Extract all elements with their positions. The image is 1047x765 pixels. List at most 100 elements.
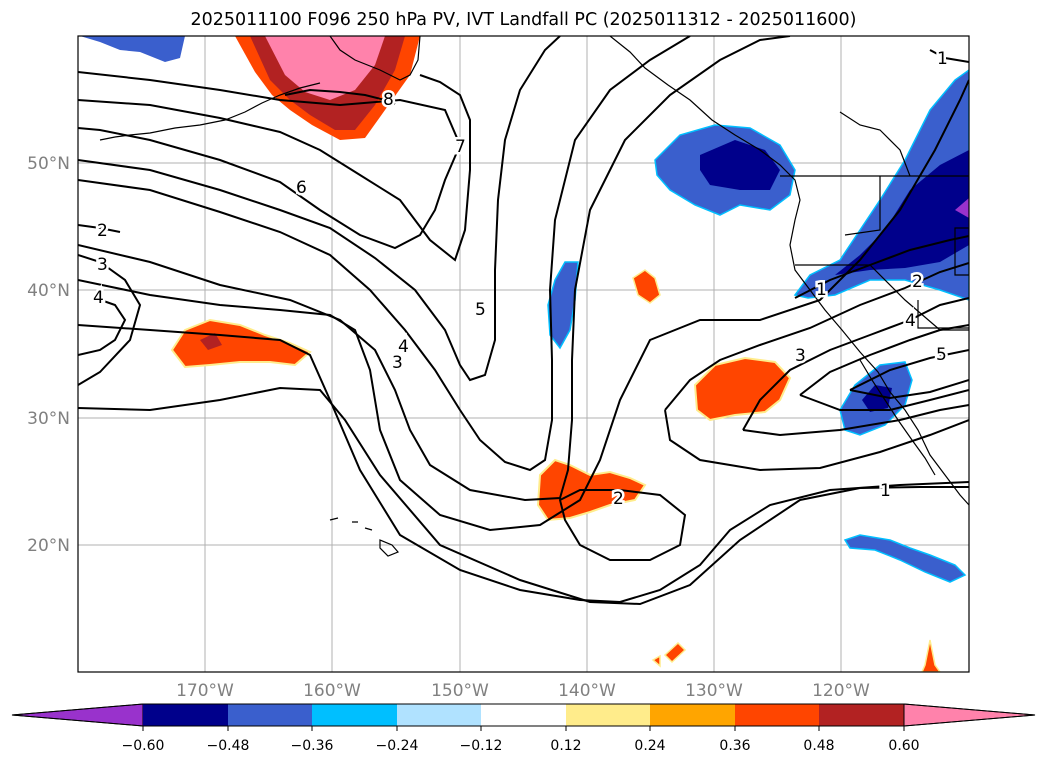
colorbar-bin <box>228 704 312 726</box>
contour-label: 6 <box>296 178 307 198</box>
contour-2-west <box>78 224 121 233</box>
colorbar-tick-label: 0.12 <box>550 738 581 754</box>
contour-label: 2 <box>613 489 624 509</box>
contour-label: 4 <box>905 311 916 331</box>
contour-8 <box>284 88 396 105</box>
colorbar: −0.60 −0.48 −0.36 −0.24 −0.12 0.12 0.24 … <box>11 703 1036 754</box>
colorbar-extend-high <box>903 703 1036 727</box>
contour-5-east <box>849 349 969 400</box>
colorbar-tick-label: −0.12 <box>460 738 503 754</box>
pv-positive-small <box>632 269 661 304</box>
contour-label: 7 <box>455 137 466 157</box>
pv-negative-topleft <box>80 36 185 62</box>
contour-2-sub <box>558 489 687 561</box>
map-title: 2025011100 F096 250 hPa PV, IVT Landfall… <box>190 10 857 30</box>
colorbar-tick-labels: −0.60 −0.48 −0.36 −0.24 −0.12 0.12 0.24 … <box>122 738 920 754</box>
contour-6-a <box>78 71 462 250</box>
contour-3-east <box>742 297 969 437</box>
colorbar-bin <box>819 704 904 726</box>
colorbar-bin <box>143 704 228 726</box>
pv-negative-pnw-core <box>700 140 780 190</box>
contour-label: 5 <box>936 345 947 365</box>
pv-negative-central <box>547 261 579 350</box>
border-states-4 <box>954 227 969 276</box>
contour-4-main <box>78 36 791 502</box>
pv-negative-east-max <box>955 198 969 218</box>
hawaii <box>329 517 400 557</box>
lon-label: 130°W <box>685 681 743 701</box>
lat-label: 30°N <box>27 409 70 429</box>
border-states-1 <box>844 176 881 236</box>
contour-labels: 2 3 4 6 7 8 5 4 3 2 1 3 2 1 4 5 1 <box>91 47 951 512</box>
contour-2-east <box>664 262 969 472</box>
contour-6-b <box>78 74 471 262</box>
contour-2-main <box>78 324 969 604</box>
pv-positive-tiny-2 <box>651 654 661 668</box>
border-states-3 <box>839 111 911 177</box>
colorbar-bin <box>312 704 397 726</box>
contour-label: 1 <box>880 481 891 501</box>
lon-label: 120°W <box>812 681 870 701</box>
contour-5 <box>78 36 691 472</box>
lat-label: 50°N <box>27 154 70 174</box>
colorbar-bin <box>481 704 566 726</box>
coast-westcoast <box>609 36 969 506</box>
lat-label: 20°N <box>27 536 70 556</box>
colorbar-bin <box>566 704 650 726</box>
contour-label: 2 <box>912 272 923 292</box>
pv-positive-west <box>170 318 312 369</box>
lat-label: 40°N <box>27 281 70 301</box>
pv-positive-alaska-max <box>265 36 385 100</box>
map-frame <box>77 35 970 673</box>
contour-label: 1 <box>937 49 948 69</box>
contour-4-east <box>799 324 969 411</box>
lon-label: 160°W <box>303 681 361 701</box>
colorbar-bin <box>650 704 735 726</box>
border-states-2 <box>795 264 969 331</box>
contour-1-ne <box>929 49 969 63</box>
pv-positive-tiny-1 <box>663 641 687 664</box>
contour-label: 4 <box>93 288 104 308</box>
colorbar-bin <box>735 704 819 726</box>
colorbar-extend-low <box>11 703 144 727</box>
lon-label: 140°W <box>558 681 616 701</box>
colorbar-tick-label: −0.60 <box>122 738 165 754</box>
colorbar-tick-label: −0.48 <box>207 738 250 754</box>
contour-1-east <box>794 235 969 299</box>
contour-3-main <box>78 79 969 532</box>
pv-contours <box>78 36 969 606</box>
coast-alaska <box>329 36 421 81</box>
pv-negative-southeast <box>843 534 967 583</box>
contour-3-west <box>78 254 142 386</box>
contour-label: 4 <box>398 337 409 357</box>
colorbar-bin <box>397 704 481 726</box>
lon-label: 170°W <box>176 681 234 701</box>
contour-label: 1 <box>816 280 827 300</box>
pv-positive-tiny-3 <box>921 639 941 672</box>
colorbar-tick-label: −0.36 <box>291 738 334 754</box>
coastlines <box>99 36 969 557</box>
contour-label: 3 <box>392 353 403 373</box>
pv-positive-west-core <box>200 333 222 350</box>
colorbar-tick-label: 0.60 <box>888 738 919 754</box>
colorbar-tick-label: 0.24 <box>634 738 665 754</box>
pv-negative-baja-core <box>862 385 892 412</box>
colorbar-tick-label: −0.24 <box>376 738 419 754</box>
contour-1-main <box>78 386 969 606</box>
contour-label: 3 <box>795 346 806 366</box>
contour-label: 5 <box>475 300 486 320</box>
contour-4-west <box>78 297 127 356</box>
contour-label: 8 <box>383 90 394 110</box>
lon-labels: 170°W 160°W 150°W 140°W 130°W 120°W <box>176 681 870 701</box>
contour-label: 3 <box>97 255 108 275</box>
lat-labels: 50°N 40°N 30°N 20°N <box>27 154 70 556</box>
colorbar-tick-label: 0.36 <box>719 738 750 754</box>
contour-label: 2 <box>97 221 108 241</box>
pv-positive-east <box>693 356 792 422</box>
lon-label: 150°W <box>431 681 489 701</box>
colorbar-tick-label: 0.48 <box>803 738 834 754</box>
contour-6-c <box>78 36 561 382</box>
pv-fill-regions <box>80 36 969 672</box>
colorbar-tick-marks <box>142 726 905 731</box>
